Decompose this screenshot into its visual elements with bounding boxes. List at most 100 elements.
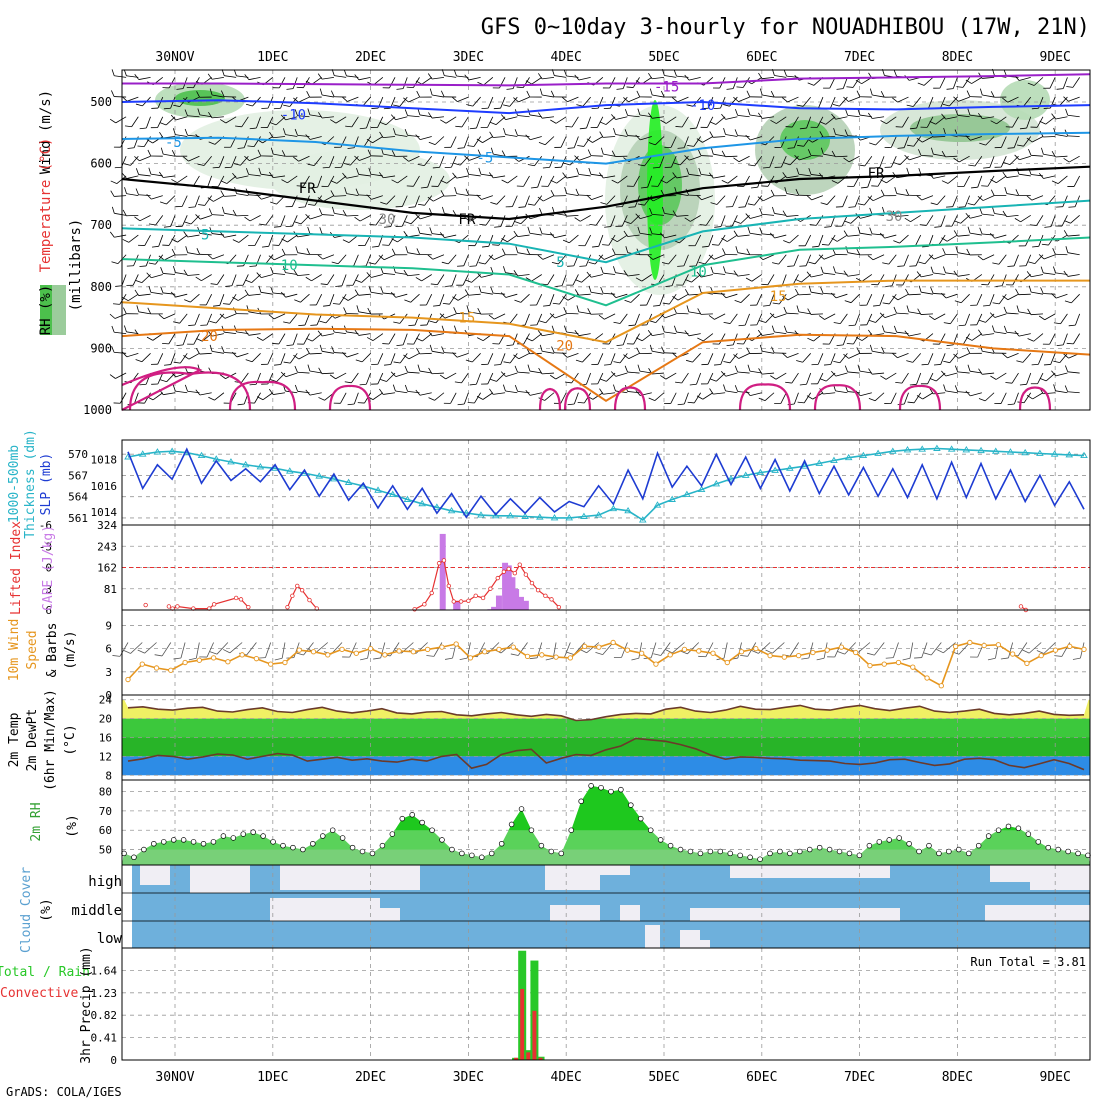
wind-barb-shaft [372, 333, 384, 341]
wind-barb [598, 254, 616, 260]
wind-barb [943, 384, 958, 394]
wind-barb-shaft [309, 114, 322, 118]
wind-barb-shaft [933, 293, 946, 295]
wind-barb-shaft [236, 214, 249, 217]
slp-label: SLP (mb) [39, 453, 54, 516]
wind-barb-shaft [912, 96, 922, 107]
wind-barb-shaft [444, 234, 457, 238]
rh-marker [797, 848, 803, 855]
wind-barb-flag [796, 167, 800, 175]
wind-barb [603, 96, 616, 110]
wind-barb [489, 116, 506, 126]
wind-barb-flag [599, 388, 604, 395]
wind-barb-flag [590, 126, 598, 128]
rh-marker [131, 854, 137, 861]
wind-barb [403, 269, 420, 277]
upper-air-panel: 5006007008009001000-15-10-10-5-5FRFRFR55… [40, 68, 1091, 417]
wind-barb [643, 642, 657, 659]
wind-barb [819, 372, 836, 382]
wind-barb [221, 206, 237, 216]
wind-barb-flag [212, 166, 220, 169]
wind-barb [331, 346, 347, 354]
wind-barb [209, 344, 224, 354]
wind-barb-flag [427, 254, 434, 260]
wind-barb [525, 77, 542, 85]
slp-tick-label: 1016 [91, 480, 118, 493]
wind-barb [416, 333, 432, 342]
lifted-index-marker [1018, 604, 1024, 609]
wind-barb-flag [723, 266, 726, 273]
wind-barb [482, 234, 494, 248]
wind-barb-flag [994, 166, 1002, 168]
wind-barb-shaft [963, 333, 970, 345]
wind-barb-flag [245, 279, 252, 283]
wind-barb-shaft [275, 116, 286, 126]
wind-barb-shaft [859, 114, 872, 118]
wind-barb-shaft [161, 642, 172, 657]
wind-barb-flag [1002, 295, 1009, 301]
wind-barb-shaft [542, 350, 555, 354]
wind-barb-shaft [920, 155, 933, 157]
wind-barb-shaft [505, 134, 518, 137]
wind-barb-flag [373, 657, 381, 660]
wind-barb [598, 313, 616, 320]
wind-barb [648, 392, 665, 401]
wind-barb-shaft [615, 293, 628, 298]
wind-barb-shaft [597, 353, 604, 365]
wind-barb-flag [393, 104, 400, 107]
wind-barb-flag [114, 166, 122, 169]
wind-barb-shaft [1067, 252, 1080, 256]
wind-barb-flag [396, 88, 404, 90]
wind-barb-shaft [444, 75, 457, 78]
wind-barb [664, 136, 677, 148]
wind-barb-shaft [457, 96, 469, 102]
wind-barb-shaft [729, 353, 738, 364]
pressure-tick-label: 800 [90, 280, 112, 294]
wind-barb [592, 234, 604, 248]
wind-barb-flag [160, 286, 164, 294]
isotherm-label: FR [868, 166, 885, 182]
wind-barb-shaft [639, 114, 652, 118]
wind-barb [965, 333, 983, 341]
thickness-line-marker [418, 499, 426, 507]
wind-barb [745, 274, 763, 282]
wind-barb [111, 206, 127, 216]
wind-barb-flag [476, 395, 484, 400]
wind-barb-flag [281, 179, 288, 184]
wind-barb [330, 90, 347, 98]
wind-barb-flag [175, 206, 183, 208]
wind-barb-flag [500, 292, 507, 298]
cloud-low-fill [132, 921, 1090, 948]
wind-barb-flag [660, 375, 667, 380]
wind-barb-shaft [419, 370, 432, 374]
wind-barb-flag [769, 232, 775, 239]
wind-barb-flag [722, 104, 730, 107]
wind-barb [733, 230, 750, 237]
wind-barb-shaft [1067, 391, 1080, 394]
wind-barb-flag [296, 652, 304, 656]
wind-barb-flag [415, 213, 421, 220]
wind-barb-shaft [383, 272, 396, 275]
wind-barb-flag [734, 365, 738, 373]
wind-barb [677, 392, 689, 406]
wind-barb-shaft [518, 96, 530, 103]
wind-barb-shaft [749, 370, 762, 374]
wind-barb-shaft [933, 175, 946, 179]
wind-barb-shaft [265, 254, 274, 265]
wind-barb-flag [771, 346, 775, 354]
wind-barb [721, 175, 738, 184]
thickness-line-marker [197, 451, 206, 459]
bottom-date-axis: 30NOV 1DEC 2DEC 3DEC 4DEC 5DEC 6DEC 7DEC 8DEC 9DE… [155, 1070, 1070, 1085]
rh-marker [777, 848, 783, 855]
wind-barb-flag [873, 305, 880, 307]
wind-speed-line-marker [1038, 652, 1044, 659]
wind-barb [893, 234, 909, 244]
wind-barb [151, 234, 164, 248]
wind-barb-shaft [298, 155, 310, 162]
wind-barb [946, 195, 958, 208]
wind-barb-flag [611, 237, 618, 243]
wind-barb-flag [967, 203, 975, 206]
wind-barb [151, 372, 164, 385]
wind-barb [207, 330, 224, 337]
wind-barb-flag [631, 657, 639, 661]
